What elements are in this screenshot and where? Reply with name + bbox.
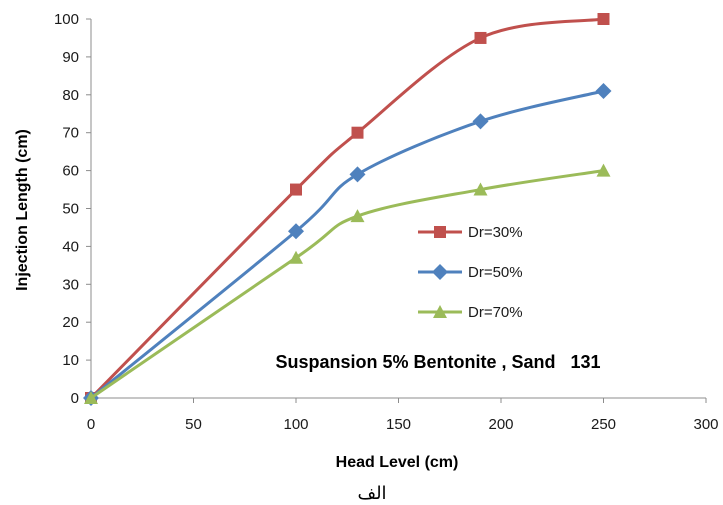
data-point-square: [434, 226, 446, 238]
data-point-diamond: [349, 166, 366, 183]
data-point-diamond: [472, 113, 489, 130]
legend: Dr=30% Dr=50% Dr=70%: [418, 224, 523, 321]
y-tick-label: 30: [62, 276, 79, 293]
y-tick-label: 70: [62, 125, 79, 142]
legend-item: Dr=30%: [418, 224, 523, 241]
series-line: [90, 89, 604, 400]
y-tick-label: 100: [54, 11, 79, 28]
axes: 0 10 20 30 40 50 60 70 80 90 100 0 50 100 150 200 250 300: [54, 11, 719, 433]
series-3: [84, 163, 611, 404]
data-point-triangle: [350, 209, 365, 223]
y-tick-label: 10: [62, 352, 79, 369]
legend-label: Dr=50%: [468, 264, 523, 281]
y-tick-label: 40: [62, 238, 79, 255]
y-tick-label: 20: [62, 314, 79, 331]
data-point-diamond: [288, 223, 304, 240]
series-2: [83, 83, 612, 406]
data-point-square: [597, 13, 610, 25]
data-point-triangle: [289, 250, 303, 264]
series-layer: [83, 13, 612, 406]
legend-item: Dr=50%: [418, 264, 523, 281]
data-point-triangle: [596, 163, 611, 177]
legend-item: Dr=70%: [418, 304, 523, 321]
y-tick-label: 90: [62, 49, 79, 66]
data-point-square: [474, 31, 487, 44]
y-axis-title: Injection Length (cm): [14, 129, 31, 291]
series-1: [85, 13, 610, 404]
series-line: [89, 17, 604, 400]
y-tick-label: 0: [71, 390, 79, 407]
legend-label: Dr=30%: [468, 224, 523, 241]
data-point-square: [290, 183, 302, 196]
y-tick-label: 60: [62, 163, 79, 180]
y-tick-label: 50: [62, 201, 79, 218]
x-tick-label: 0: [87, 416, 95, 433]
data-point-square: [351, 126, 364, 139]
data-point-triangle: [473, 182, 488, 196]
data-point-diamond: [432, 264, 448, 280]
x-tick-label: 200: [488, 416, 513, 433]
y-tick-label: 80: [62, 87, 79, 104]
x-tick-label: 50: [185, 416, 202, 433]
legend-label: Dr=70%: [468, 304, 523, 321]
x-tick-label: 150: [386, 416, 411, 433]
data-point-triangle: [433, 305, 447, 318]
data-point-diamond: [595, 83, 612, 100]
x-tick-label: 300: [693, 416, 718, 433]
chart-annotation: Suspansion 5% Bentonite , Sand 131: [275, 352, 600, 372]
x-axis-title: Head Level (cm): [336, 454, 459, 471]
data-point-triangle: [84, 391, 98, 404]
figure-caption: الف: [357, 483, 386, 504]
x-tick-label: 100: [283, 416, 308, 433]
x-tick-label: 250: [591, 416, 616, 433]
